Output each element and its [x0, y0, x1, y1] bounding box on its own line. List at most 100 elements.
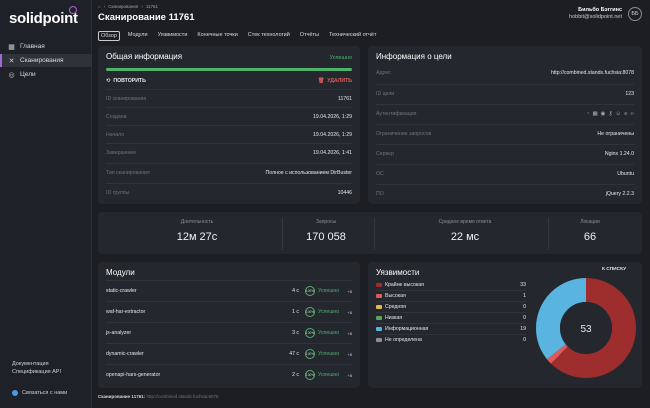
info-value: 10446 [337, 189, 352, 196]
vuln-row[interactable]: Крайне высокая 33 [376, 279, 526, 290]
sidebar-item-home[interactable]: ▦ Главная [0, 40, 92, 53]
stats-panel [98, 212, 642, 254]
tab-endpoints[interactable]: Конечные точки [197, 32, 238, 38]
info-row: Тип сканирования Полное с использованием … [106, 163, 352, 181]
info-key: ID цели [376, 90, 395, 97]
tab-overview[interactable]: Обзор [98, 31, 120, 41]
avatar[interactable]: ББ [628, 7, 642, 21]
module-time: 2 с [292, 372, 299, 378]
info-key: ID группы [106, 189, 130, 196]
severity-count: 1 [523, 293, 526, 299]
modules-panel: Модули static-crawler 4 с 100% Успешно +… [98, 262, 360, 388]
contact-link[interactable]: Связаться с нами [12, 390, 67, 396]
severity-swatch [376, 282, 382, 287]
stat-requests: Запросы 170 058 [288, 219, 364, 243]
clock-icon: ◔ [586, 110, 590, 117]
list-icon: ≡ [624, 110, 628, 117]
status-text: Успешно [329, 55, 352, 61]
severity-swatch [376, 316, 382, 320]
severity-swatch [376, 327, 382, 331]
info-row: Начало 19.04.2026, 1:29 [106, 125, 352, 143]
home-icon[interactable]: ⌂ [98, 4, 101, 9]
progress-bar [106, 68, 352, 71]
tabs: Обзор Модули Уязвимости Конечные точки С… [98, 31, 379, 41]
target-icon: ◎ [8, 71, 15, 79]
vuln-row[interactable]: Средняя 0 [376, 301, 526, 312]
general-info-panel: Общая информация Успешно ⟲ ПОВТОРИТЬ 🗑 УДА… [98, 46, 360, 204]
user-info[interactable]: Бильбо Бэггинс hobbit@solidpoint.net [569, 7, 622, 21]
info-value: Nginx 1.24.0 [604, 150, 634, 157]
to-list-link[interactable]: К СПИСКУ [602, 267, 627, 272]
sidebar-item-targets[interactable]: ◎ Цели [0, 68, 92, 81]
severity-count: 0 [523, 304, 526, 310]
sidebar-nav: ▦ Главная ✕ Сканирования ◎ Цели [0, 40, 92, 82]
info-key: Начало [106, 131, 125, 138]
tab-tech-report[interactable]: Технический отчёт [329, 32, 377, 38]
info-value: 19.04.2026, 1:29 [313, 113, 352, 120]
logo[interactable]: solidpoint [9, 10, 78, 27]
tab-vulnerabilities[interactable]: Уязвимости [157, 32, 188, 38]
info-key: Сервер [376, 150, 394, 157]
info-row: ПО jQuery 2.2.3 [376, 184, 634, 202]
footer-url: http://combined.stands.fuchsia:8078 [146, 394, 219, 399]
module-name: js-analyzer [106, 330, 132, 336]
info-row: ID сканирования 11761 [106, 89, 352, 107]
target-address-link[interactable]: http://combined.stands.fuchsia:8078 [550, 70, 634, 76]
module-badge: +8 [347, 351, 352, 357]
stat-label: Запросы [315, 219, 337, 225]
module-row[interactable]: waf-har-extractor 1 с 100% Успешно +8 [106, 301, 352, 322]
api-spec-link[interactable]: Спецификация API [12, 369, 62, 375]
tab-reports[interactable]: Отчёты [299, 32, 319, 38]
breadcrumb-scans[interactable]: Сканирования [108, 4, 139, 9]
info-key: Тип сканирования [106, 169, 150, 176]
grid-icon: ▦ [592, 110, 598, 117]
vuln-row[interactable]: Высокая 1 [376, 290, 526, 301]
module-row[interactable]: js-analyzer 3 с 100% Успешно +8 [106, 322, 352, 343]
module-name: openapi-hars-generator [106, 372, 161, 378]
divider [374, 218, 375, 250]
module-badge: +8 [347, 372, 352, 378]
severity-count: 0 [523, 315, 526, 321]
sidebar: solidpoint ▦ Главная ✕ Сканирования ◎ Це… [0, 0, 92, 408]
delete-button[interactable]: 🗑 УДАЛИТЬ [318, 78, 352, 84]
sidebar-item-label: Сканирования [20, 57, 64, 64]
sidebar-item-label: Главная [20, 43, 45, 50]
info-key: Ограничение запросов [376, 130, 432, 137]
module-badge: +8 [347, 288, 352, 294]
auth-icons: ◔ ▦ ◉ ⚷ ☺ ≡ ‹› [586, 111, 634, 117]
sidebar-item-scans[interactable]: ✕ Сканирования [0, 54, 92, 67]
info-key: ID сканирования [106, 95, 147, 102]
info-row: Адрес http://combined.stands.fuchsia:8078 [376, 64, 634, 82]
severity-swatch [376, 305, 382, 309]
stat-avg-response: Среднее время ответа 22 мс [410, 219, 520, 243]
module-row[interactable]: static-crawler 4 с 100% Успешно +8 [106, 280, 352, 301]
tab-modules[interactable]: Модули [127, 32, 148, 38]
module-row[interactable]: openapi-hars-generator 2 с 100% Успешно … [106, 364, 352, 385]
vuln-row[interactable]: Низкая 0 [376, 312, 526, 323]
page-title: Сканирование 11761 [98, 12, 195, 23]
info-value: Ubuntu [617, 170, 634, 177]
user-name: Бильбо Бэггинс [578, 7, 622, 13]
info-row: Ограничение запросов Не ограничены [376, 124, 634, 142]
info-value: 11761 [337, 95, 352, 102]
module-time: 3 с [292, 330, 299, 336]
panel-title: Модули [106, 268, 135, 277]
panel-title: Общая информация [106, 52, 183, 61]
module-status: Успешно [318, 309, 340, 315]
stat-value: 66 [583, 231, 597, 243]
key-icon: ⚷ [608, 110, 613, 117]
progress-ring-icon: 100% [305, 286, 315, 296]
info-row: ОС Ubuntu [376, 164, 634, 182]
tab-tech-stack[interactable]: Стек технологий [247, 32, 290, 38]
progress-ring-icon: 100% [305, 307, 315, 317]
donut-slice [536, 278, 636, 378]
info-value: jQuery 2.2.3 [605, 190, 634, 197]
severity-label: Высокая [385, 293, 406, 299]
stat-label: Среднее время ответа [438, 219, 492, 225]
docs-link[interactable]: Документация [12, 361, 49, 367]
module-time: 1 с [292, 309, 299, 315]
vuln-row[interactable]: Не определена 0 [376, 334, 526, 345]
repeat-button[interactable]: ⟲ ПОВТОРИТЬ [106, 78, 146, 84]
module-row[interactable]: dynamic-crawler 47 с 100% Успешно +8 [106, 343, 352, 364]
vuln-row[interactable]: Информационная 19 [376, 323, 526, 334]
